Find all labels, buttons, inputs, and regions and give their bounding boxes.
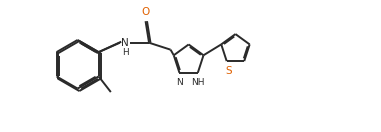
Text: N: N [121,38,129,48]
Text: O: O [141,7,150,17]
Text: NH: NH [191,78,205,87]
Text: N: N [176,78,183,87]
Text: S: S [225,66,232,76]
Text: H: H [122,48,129,57]
